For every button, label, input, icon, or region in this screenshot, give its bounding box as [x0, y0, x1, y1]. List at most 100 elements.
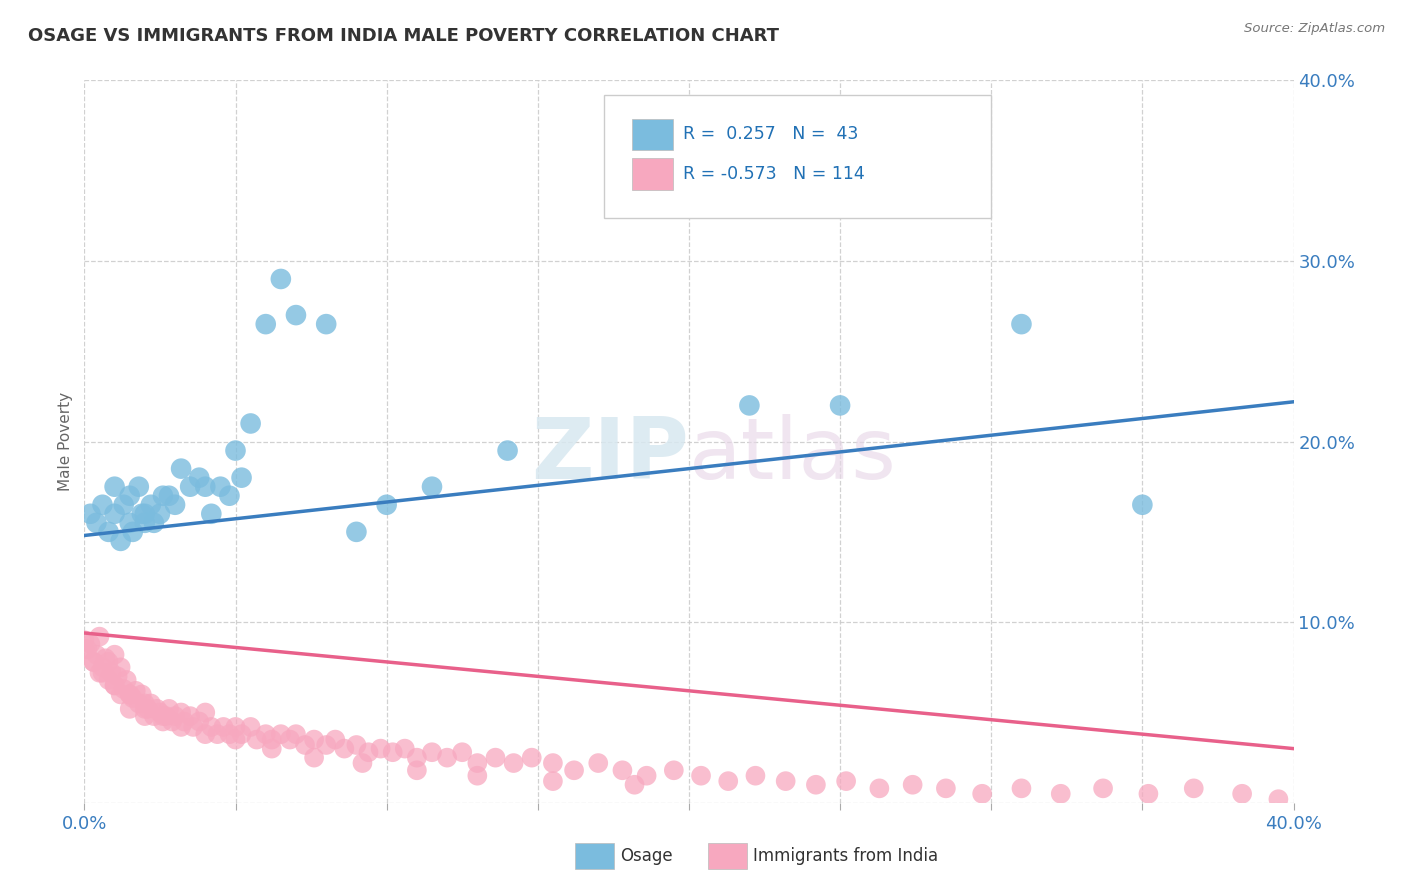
Text: R =  0.257   N =  43: R = 0.257 N = 43 [683, 126, 858, 144]
Point [142, 709, 165, 723]
Point [134, 507, 156, 521]
FancyBboxPatch shape [633, 119, 673, 151]
Text: atlas: atlas [689, 415, 897, 498]
Point [467, 769, 489, 783]
Point [375, 498, 398, 512]
Point [804, 778, 827, 792]
Point [451, 745, 474, 759]
Point [97, 655, 120, 669]
Point [467, 756, 489, 770]
Point [170, 706, 193, 720]
Point [188, 714, 211, 729]
Point [231, 727, 253, 741]
Text: OSAGE VS IMMIGRANTS FROM INDIA MALE POVERTY CORRELATION CHART: OSAGE VS IMMIGRANTS FROM INDIA MALE POVE… [28, 27, 779, 45]
Point [484, 750, 506, 764]
Point [121, 524, 143, 539]
Point [194, 480, 217, 494]
Point [160, 714, 183, 729]
Point [1049, 787, 1071, 801]
Point [157, 702, 180, 716]
Point [118, 516, 141, 530]
Point [738, 398, 761, 412]
Point [209, 480, 232, 494]
Point [436, 750, 458, 764]
Point [1137, 787, 1160, 801]
Point [136, 702, 159, 716]
Point [91, 660, 114, 674]
Point [246, 732, 269, 747]
Point [260, 732, 283, 747]
Point [139, 697, 162, 711]
Point [775, 774, 797, 789]
Point [690, 769, 713, 783]
Point [406, 764, 429, 778]
Point [200, 720, 222, 734]
Point [115, 673, 138, 687]
Point [128, 697, 150, 711]
Point [112, 498, 135, 512]
Point [207, 727, 229, 741]
Point [104, 678, 127, 692]
Point [131, 507, 153, 521]
Text: Source: ZipAtlas.com: Source: ZipAtlas.com [1244, 22, 1385, 36]
Point [935, 781, 957, 796]
Point [254, 317, 277, 331]
Point [901, 778, 924, 792]
Point [225, 732, 247, 747]
Point [346, 738, 368, 752]
Point [170, 720, 193, 734]
Point [82, 655, 104, 669]
Point [333, 741, 356, 756]
Point [91, 665, 114, 680]
Point [352, 756, 374, 770]
Point [357, 745, 380, 759]
Point [218, 727, 240, 741]
Point [165, 498, 187, 512]
Text: Osage: Osage [620, 847, 672, 865]
Point [131, 687, 153, 701]
Point [73, 633, 96, 648]
Point [125, 683, 148, 698]
Point [1092, 781, 1115, 796]
Point [260, 741, 283, 756]
Point [406, 750, 429, 764]
Point [181, 720, 204, 734]
Point [104, 480, 127, 494]
Point [1182, 781, 1205, 796]
Point [541, 774, 564, 789]
Point [152, 489, 174, 503]
Point [104, 507, 127, 521]
Point [107, 669, 129, 683]
Point [173, 714, 195, 729]
Point [82, 655, 104, 669]
Point [1011, 781, 1033, 796]
Point [830, 398, 852, 412]
Point [91, 498, 114, 512]
Point [225, 443, 247, 458]
Point [315, 738, 337, 752]
Point [104, 648, 127, 662]
Point [200, 507, 222, 521]
Point [134, 516, 156, 530]
Point [100, 665, 122, 680]
Text: R = -0.573   N = 114: R = -0.573 N = 114 [683, 165, 865, 183]
Point [128, 480, 150, 494]
Point [302, 732, 325, 747]
Point [188, 471, 211, 485]
Point [142, 516, 165, 530]
Point [285, 308, 308, 322]
Point [121, 691, 143, 706]
Point [76, 642, 98, 657]
Point [110, 533, 132, 548]
Point [270, 727, 292, 741]
Point [294, 738, 316, 752]
Point [285, 727, 308, 741]
Point [179, 480, 201, 494]
Point [588, 756, 610, 770]
Point [97, 673, 120, 687]
Point [152, 714, 174, 729]
Point [502, 756, 524, 770]
FancyBboxPatch shape [575, 843, 614, 870]
Point [1267, 792, 1289, 806]
Point [270, 272, 292, 286]
